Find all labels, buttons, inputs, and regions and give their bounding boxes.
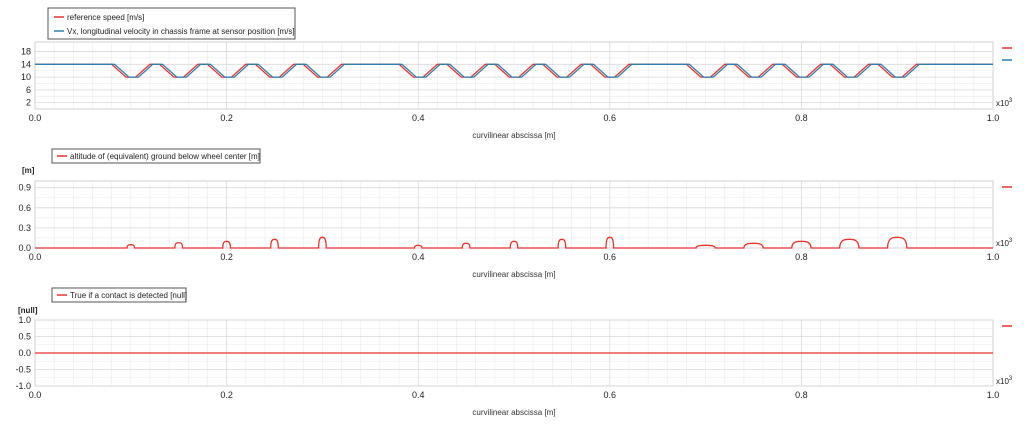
legend-label-vx: Vx, longitudinal velocity in chassis fra… bbox=[67, 27, 295, 36]
y-tick-label: -0.5 bbox=[15, 365, 31, 375]
x-tick-label: 0.4 bbox=[412, 252, 425, 262]
series-altitude bbox=[35, 236, 993, 249]
x-axis-title-altitude: curvilinear abscissa [m] bbox=[472, 270, 555, 279]
x-tick-label: 0.8 bbox=[795, 390, 808, 400]
unit-label-contact: [null] bbox=[18, 306, 38, 315]
panel-contact: True if a contact is detected [null] [nu… bbox=[15, 287, 1013, 417]
legend-label-contact: True if a contact is detected [null] bbox=[70, 291, 187, 300]
y-tick-label: 0.0 bbox=[18, 348, 31, 358]
y-tick-label: 0.0 bbox=[18, 243, 31, 253]
x-tick-label: 1.0 bbox=[987, 252, 1000, 262]
x-tick-label: 0.4 bbox=[412, 113, 425, 123]
y-tick-label: 10 bbox=[21, 72, 31, 82]
y-tick-label: 6 bbox=[26, 85, 31, 95]
legend-label-reference: reference speed [m/s] bbox=[67, 13, 144, 22]
y-tick-label: 18 bbox=[21, 47, 31, 57]
x-tick-label: 0.0 bbox=[29, 113, 42, 123]
y-tick-label: 0.6 bbox=[18, 203, 31, 213]
y-ticks-altitude: 0.9 0.6 0.3 0.0 bbox=[18, 183, 31, 253]
legend-box-speed bbox=[47, 7, 296, 40]
x-ticks-altitude: 0.0 0.2 0.4 0.6 0.8 1.0 bbox=[29, 252, 1000, 262]
unit-label-altitude: [m] bbox=[22, 166, 35, 175]
y-ticks-contact: 1.0 0.5 0.0 -0.5 -1.0 bbox=[15, 315, 31, 391]
series-line-1 bbox=[35, 63, 993, 78]
panel-altitude: altitude of (equivalent) ground below wh… bbox=[18, 148, 1013, 279]
multiplier-speed: x103 bbox=[996, 98, 1013, 108]
x-tick-label: 0.2 bbox=[220, 252, 233, 262]
y-tick-label: 0.9 bbox=[18, 183, 31, 193]
x-axis-title-contact: curvilinear abscissa [m] bbox=[472, 408, 555, 417]
x-tick-label: 0.4 bbox=[412, 390, 425, 400]
x-tick-label: 0.8 bbox=[795, 252, 808, 262]
x-tick-label: 0.2 bbox=[220, 113, 233, 123]
multiplier-altitude: x103 bbox=[996, 238, 1013, 248]
legend-box-altitude bbox=[51, 148, 261, 164]
x-ticks-contact: 0.0 0.2 0.4 0.6 0.8 1.0 bbox=[29, 390, 1000, 400]
x-tick-label: 0.6 bbox=[604, 252, 617, 262]
x-tick-label: 1.0 bbox=[987, 113, 1000, 123]
x-tick-label: 1.0 bbox=[987, 390, 1000, 400]
y-ticks-speed: 18 14 10 6 2 bbox=[21, 47, 31, 108]
x-axis-title-speed: curvilinear abscissa [m] bbox=[472, 131, 555, 140]
x-tick-label: 0.6 bbox=[604, 113, 617, 123]
legend-box-contact bbox=[51, 287, 187, 303]
altitude-profile-line bbox=[35, 236, 993, 249]
y-tick-label: 2 bbox=[26, 98, 31, 108]
y-tick-label: 0.5 bbox=[18, 332, 31, 342]
y-tick-label: 14 bbox=[21, 59, 31, 69]
x-tick-label: 0.0 bbox=[29, 390, 42, 400]
y-tick-label: 1.0 bbox=[18, 315, 31, 325]
x-tick-label: 0.2 bbox=[220, 390, 233, 400]
y-tick-label: 0.3 bbox=[18, 223, 31, 233]
y-tick-label: -1.0 bbox=[15, 381, 31, 391]
x-tick-label: 0.6 bbox=[604, 390, 617, 400]
x-tick-label: 0.0 bbox=[29, 252, 42, 262]
grid-speed bbox=[35, 42, 993, 109]
multiplier-contact: x103 bbox=[996, 376, 1013, 386]
x-ticks-speed: 0.0 0.2 0.4 0.6 0.8 1.0 bbox=[29, 113, 1000, 123]
panel-speed: reference speed [m/s] Vx, longitudinal v… bbox=[21, 7, 1013, 140]
x-tick-label: 0.8 bbox=[795, 113, 808, 123]
series-speed bbox=[35, 63, 993, 78]
legend-label-altitude: altitude of (equivalent) ground below wh… bbox=[70, 152, 260, 161]
